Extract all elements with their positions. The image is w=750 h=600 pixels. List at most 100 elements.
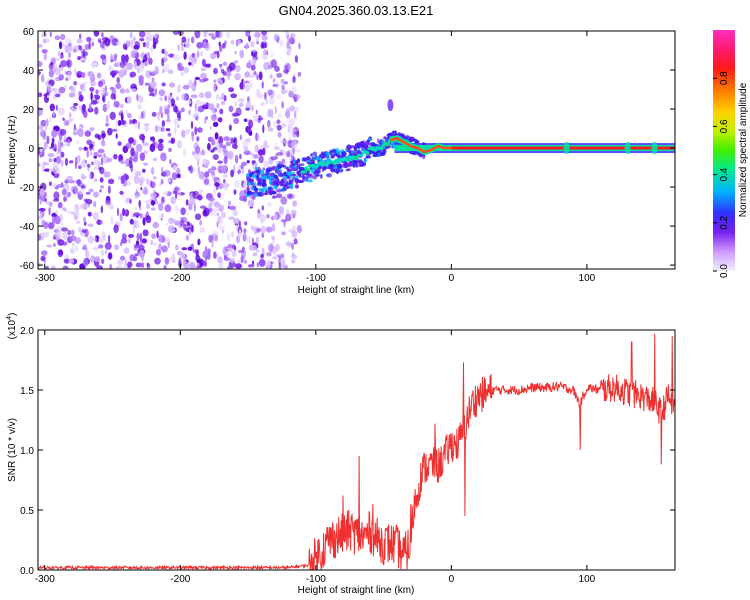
noise-speck: [81, 229, 87, 233]
noise-speck: [279, 149, 284, 156]
noise-speck: [114, 244, 120, 251]
noise-speck: [196, 51, 200, 58]
noise-speck: [252, 252, 258, 257]
noise-cloud: [38, 31, 303, 269]
noise-speck: [81, 175, 87, 180]
noise-speck: [194, 31, 201, 39]
noise-speck: [139, 38, 145, 42]
noise-speck: [93, 151, 99, 156]
x-tick-label: -100: [306, 273, 326, 284]
noise-speck: [75, 210, 80, 217]
noise-speck: [75, 220, 81, 224]
noise-speck: [164, 204, 172, 213]
noise-speck: [216, 102, 220, 109]
colorbar-gradient: [713, 30, 735, 271]
noise-speck: [124, 210, 128, 215]
noise-speck: [285, 49, 291, 56]
noise-speck: [263, 49, 268, 55]
noise-speck: [55, 155, 61, 165]
noise-speck: [83, 258, 89, 267]
noise-speck: [72, 242, 75, 247]
noise-speck: [152, 41, 157, 50]
noise-speck: [168, 228, 176, 232]
noise-speck: [292, 131, 298, 138]
noise-speck: [137, 121, 141, 130]
y-tick-label: -60: [20, 261, 35, 272]
noise-speck: [57, 202, 63, 209]
noise-speck: [60, 151, 65, 158]
noise-speck: [143, 162, 149, 166]
noise-speck: [293, 238, 298, 245]
noise-speck: [38, 207, 46, 212]
noise-speck: [73, 81, 78, 86]
ridge-halo-speck: [357, 160, 364, 164]
snr-y-label: SNR (10 * v/v): [7, 418, 18, 482]
noise-speck: [168, 147, 172, 153]
noise-speck: [85, 191, 91, 195]
noise-speck: [100, 205, 104, 214]
noise-speck: [108, 252, 113, 260]
noise-speck: [39, 199, 42, 205]
noise-speck: [96, 265, 103, 269]
noise-speck: [144, 126, 149, 132]
noise-speck: [83, 146, 88, 151]
noise-speck: [194, 152, 201, 161]
noise-speck: [268, 113, 272, 118]
noise-speck: [128, 181, 131, 186]
noise-speck: [66, 175, 73, 182]
ridge-halo-speck: [296, 158, 301, 164]
noise-speck: [288, 123, 291, 128]
noise-speck: [88, 188, 94, 193]
noise-speck: [94, 133, 100, 139]
noise-speck: [39, 212, 43, 218]
noise-speck: [39, 154, 42, 158]
ridge-core-speck: [305, 168, 312, 172]
noise-speck: [285, 213, 292, 222]
ridge-halo-speck: [279, 183, 285, 187]
noise-speck: [138, 199, 141, 208]
noise-speck: [150, 192, 157, 199]
ridge-halo-speck: [295, 175, 299, 179]
noise-speck: [55, 104, 58, 111]
noise-speck: [75, 245, 79, 252]
noise-speck: [234, 179, 241, 188]
noise-speck: [270, 261, 273, 269]
snr-x-label: Height of straight line (km): [298, 585, 415, 596]
noise-speck: [289, 33, 296, 38]
noise-speck: [255, 249, 260, 253]
noise-speck: [185, 234, 190, 241]
noise-speck: [151, 71, 158, 75]
noise-speck: [54, 67, 61, 76]
noise-speck: [115, 221, 121, 225]
noise-speck: [150, 200, 156, 206]
noise-speck: [108, 66, 113, 72]
noise-speck: [117, 259, 123, 266]
noise-speck: [137, 94, 144, 104]
noise-speck: [139, 232, 143, 242]
noise-speck: [93, 200, 97, 208]
noise-speck: [90, 161, 95, 166]
noise-speck: [170, 196, 177, 205]
noise-speck: [129, 218, 134, 225]
noise-speck: [66, 60, 71, 66]
noise-speck: [216, 50, 220, 59]
noise-speck: [228, 105, 234, 113]
noise-speck: [48, 84, 53, 92]
noise-speck: [202, 58, 206, 67]
noise-speck: [121, 233, 127, 240]
noise-speck: [152, 176, 157, 180]
noise-speck: [121, 237, 128, 244]
noise-speck: [181, 129, 186, 138]
noise-speck: [150, 168, 155, 174]
noise-speck: [265, 112, 270, 117]
noise-speck: [113, 224, 119, 234]
noise-speck: [202, 41, 209, 49]
noise-speck: [141, 254, 145, 262]
noise-speck: [194, 76, 201, 81]
noise-speck: [198, 171, 206, 180]
noise-speck: [122, 67, 127, 73]
noise-speck: [217, 192, 221, 199]
noise-speck: [203, 260, 207, 268]
noise-speck: [144, 82, 151, 86]
noise-speck: [151, 77, 155, 82]
